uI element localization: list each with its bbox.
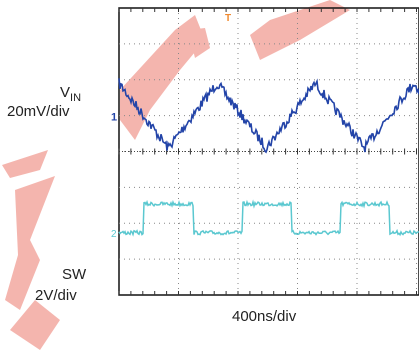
channel1-name: VIN bbox=[60, 84, 81, 107]
channel2-marker: 2 bbox=[111, 229, 117, 240]
watermark bbox=[2, 0, 350, 350]
channel1-waveform bbox=[118, 78, 419, 154]
channel2-scale: 2V/div bbox=[35, 287, 77, 304]
channel2-name: SW bbox=[62, 266, 87, 283]
channel2-waveform bbox=[118, 199, 419, 237]
watermark-ti-logo bbox=[2, 0, 350, 350]
trigger-marker: T bbox=[225, 13, 231, 24]
channel1-name-subscript: IN bbox=[70, 92, 82, 104]
time-scale-label: 400ns/div bbox=[232, 308, 297, 325]
channel1-marker: 1 bbox=[111, 112, 117, 124]
channel1-scale: 20mV/div bbox=[7, 103, 70, 120]
channel1-name-main: V bbox=[60, 84, 71, 101]
